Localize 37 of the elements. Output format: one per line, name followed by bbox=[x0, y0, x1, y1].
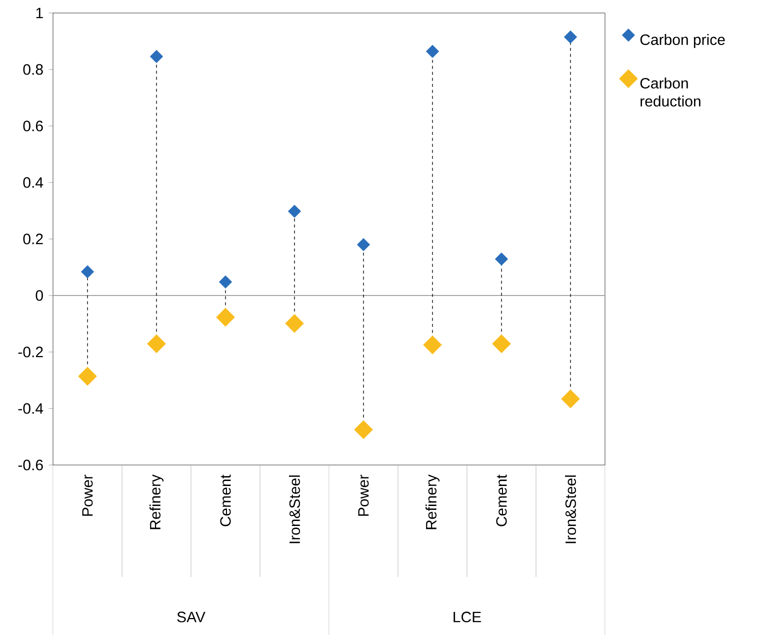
text: LCE bbox=[454, 612, 481, 622]
y-tick-label: 1 bbox=[36, 8, 43, 18]
point bbox=[78, 366, 97, 386]
y-tick-label: 0.2 bbox=[23, 234, 43, 244]
point bbox=[492, 334, 511, 354]
x-tick-label: Cement bbox=[220, 474, 231, 526]
y-tick-label: -0.4 bbox=[18, 403, 44, 414]
point bbox=[564, 30, 578, 44]
x-tick-label: Power bbox=[82, 474, 93, 516]
point bbox=[356, 238, 370, 252]
point bbox=[150, 50, 164, 64]
point bbox=[426, 44, 440, 58]
y-tick-label: 0.6 bbox=[23, 120, 43, 132]
y-tick-label: 0.8 bbox=[23, 64, 43, 75]
text: SAV bbox=[177, 612, 206, 622]
point bbox=[494, 252, 508, 266]
x-tick-label: Iron&Steel bbox=[288, 475, 300, 544]
x-tick-label: Refinery bbox=[426, 474, 440, 530]
point bbox=[285, 314, 304, 333]
x-tick-label: Power bbox=[358, 474, 369, 516]
y-tick-label: 0 bbox=[36, 290, 43, 301]
point bbox=[288, 204, 302, 218]
point bbox=[561, 390, 580, 408]
x-tick-label: Refinery bbox=[150, 474, 164, 530]
legend-label: Carbon price bbox=[640, 34, 725, 48]
y-tick-label: 0.4 bbox=[23, 177, 44, 188]
y-tick-label: -0.6 bbox=[18, 460, 43, 470]
x-tick-label: Iron&Steel bbox=[564, 475, 576, 544]
legend-label: Carbon reduction bbox=[640, 78, 700, 107]
y-tick-label: -0.2 bbox=[18, 346, 43, 358]
x-tick-label: Cement bbox=[496, 474, 507, 526]
point bbox=[423, 336, 442, 354]
point bbox=[216, 308, 235, 327]
point bbox=[218, 275, 232, 289]
point bbox=[354, 420, 373, 440]
point bbox=[147, 334, 166, 354]
point bbox=[80, 265, 94, 278]
